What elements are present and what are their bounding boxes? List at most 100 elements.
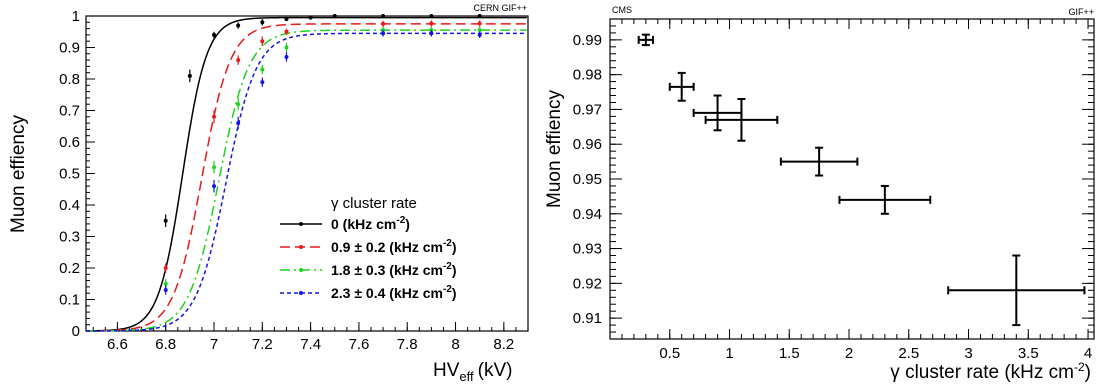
left-legend-entry-text: 0.9 ± 0.2 (kHz cm bbox=[331, 239, 443, 255]
left-y-tick-label: 0 bbox=[72, 323, 80, 340]
right-y-tick-label: 0.96 bbox=[573, 136, 602, 153]
right-y-tick-label: 0.93 bbox=[573, 241, 602, 258]
left-series-3-point bbox=[284, 54, 289, 59]
left-legend-entry-text: 1.8 ± 0.3 (kHz cm bbox=[331, 262, 443, 278]
left-y-tick-label: 0.3 bbox=[59, 229, 80, 246]
left-legend-entry-1: 0.9 ± 0.2 (kHz cm-2) bbox=[331, 238, 457, 255]
left-legend-entry-close: ) bbox=[405, 216, 410, 232]
left-y-tick-label: 0.1 bbox=[59, 292, 80, 309]
right-corner-left-label: CMS bbox=[612, 5, 632, 15]
left-series-1-point bbox=[381, 21, 386, 26]
left-series-0-point bbox=[284, 17, 289, 22]
left-series-0-point bbox=[163, 218, 168, 223]
left-y-tick-label: 1 bbox=[72, 8, 80, 25]
left-legend-entry-text: 2.3 ± 0.4 (kHz cm bbox=[331, 285, 443, 301]
left-x-tick-label: 8.2 bbox=[493, 336, 514, 353]
left-series-0-curve bbox=[85, 16, 527, 332]
left-x-label-sub: eff bbox=[459, 369, 474, 384]
right-x-tick-label: 1.5 bbox=[779, 345, 800, 362]
right-y-tick-label: 0.92 bbox=[573, 275, 602, 292]
right-x-tick-label: 2 bbox=[845, 345, 853, 362]
left-plot-frame bbox=[85, 15, 529, 332]
left-legend-entry-sup: -2 bbox=[443, 261, 452, 272]
left-series-0-point bbox=[187, 73, 192, 78]
left-series-1-point bbox=[477, 21, 482, 26]
left-series-3-curve bbox=[86, 32, 527, 332]
left-y-tick-label: 0.6 bbox=[59, 134, 80, 151]
right-x-tick-label: 2.5 bbox=[898, 345, 919, 362]
left-series-3-point bbox=[260, 80, 265, 85]
right-x-tick-label: 4 bbox=[1084, 345, 1092, 362]
left-y-tick-label: 0.5 bbox=[59, 166, 80, 183]
left-series-2-point bbox=[260, 67, 265, 72]
left-y-tick-label: 0.9 bbox=[59, 40, 80, 57]
left-series-1-point bbox=[429, 21, 434, 26]
left-legend-marker-1 bbox=[299, 245, 303, 249]
left-legend-entry-close: ) bbox=[452, 239, 457, 255]
left-series-2-curve bbox=[86, 29, 527, 332]
left-series-0-point bbox=[381, 14, 386, 18]
left-series-0-point bbox=[477, 14, 482, 18]
left-x-label-unit: (kV) bbox=[478, 360, 513, 381]
right-x-label-sup: -2 bbox=[1074, 360, 1085, 374]
left-series-1-point bbox=[236, 58, 241, 63]
left-legend-marker-2 bbox=[299, 268, 303, 272]
left-x-axis-label: HVeff (kV) bbox=[433, 360, 512, 384]
left-x-tick-label: 7.2 bbox=[252, 336, 273, 353]
left-series-2-point bbox=[284, 45, 289, 50]
left-series-0-point bbox=[332, 14, 337, 18]
right-x-label-main: γ cluster rate (kHz cm bbox=[890, 362, 1074, 383]
left-series-0-point bbox=[308, 15, 313, 20]
right-y-tick-label: 0.91 bbox=[573, 310, 602, 327]
left-y-tick-label: 0.8 bbox=[59, 71, 80, 88]
right-corner-right-label: GIF++ bbox=[1068, 7, 1094, 17]
left-corner-label: CERN GIF++ bbox=[473, 3, 527, 13]
left-y-tick-label: 0.2 bbox=[59, 260, 80, 277]
right-x-axis-label: γ cluster rate (kHz cm-2) bbox=[890, 360, 1091, 383]
left-series-1-point bbox=[260, 39, 265, 44]
left-series-1-point bbox=[284, 29, 289, 34]
left-series-2-point bbox=[236, 102, 241, 107]
right-x-tick-label: 3 bbox=[964, 345, 972, 362]
left-y-tick-label: 0.7 bbox=[59, 103, 80, 120]
left-series-0-point bbox=[429, 14, 434, 18]
right-y-tick-label: 0.97 bbox=[573, 101, 602, 118]
right-y-axis-label: Muon effiency bbox=[544, 90, 565, 208]
left-series-3-point bbox=[477, 32, 482, 37]
left-x-tick-label: 6.6 bbox=[107, 336, 128, 353]
left-x-label-main: HV bbox=[433, 360, 460, 381]
left-legend-entry-close: ) bbox=[452, 262, 457, 278]
left-legend-entry-sup: -2 bbox=[443, 238, 452, 249]
left-series-1-point bbox=[163, 266, 168, 270]
left-series-2-point bbox=[212, 165, 217, 170]
right-y-tick-label: 0.95 bbox=[573, 171, 602, 188]
left-x-tick-label: 7.8 bbox=[397, 336, 418, 353]
left-series-3-point bbox=[381, 31, 386, 36]
left-series-0-point bbox=[212, 32, 217, 37]
right-x-tick-label: 3.5 bbox=[1018, 345, 1039, 362]
left-legend-marker-3 bbox=[299, 291, 303, 295]
left-x-tick-label: 6.8 bbox=[155, 336, 176, 353]
left-legend-entry-sup: -2 bbox=[443, 284, 452, 295]
left-x-tick-label: 7 bbox=[210, 336, 218, 353]
left-legend-entry-text: 0 (kHz cm bbox=[331, 216, 396, 232]
left-series-3-point bbox=[236, 121, 241, 126]
left-y-axis-label: Muon effiency bbox=[8, 115, 29, 233]
right-x-tick-label: 0.5 bbox=[659, 345, 680, 362]
left-series-0-point bbox=[236, 23, 241, 28]
left-legend-marker-0 bbox=[299, 222, 303, 226]
left-series-1-curve bbox=[85, 23, 527, 332]
left-series-3-point bbox=[163, 288, 168, 293]
right-y-tick-label: 0.94 bbox=[573, 206, 602, 223]
left-chart: 6.6 6.8 7 7.2 7.4 7.6 7.8 8 8.2 0 0.1 0.2 0.3 0.4 0.5 0… bbox=[8, 3, 529, 384]
left-legend: γ cluster rate 0 (kHz cm-2)0.9 ± 0.2 (kH… bbox=[280, 195, 457, 301]
right-y-tick-label: 0.99 bbox=[573, 32, 602, 49]
left-series-2-point bbox=[163, 281, 168, 286]
right-chart: 0.5 1 1.5 2 2.5 3 3.5 4 0.91 0.92 0.93 0.94 0.95 0.96… bbox=[544, 5, 1095, 383]
left-legend-entry-sup: -2 bbox=[396, 215, 405, 226]
left-y-tick-label: 0.4 bbox=[59, 197, 80, 214]
left-x-tick-label: 7.6 bbox=[348, 336, 369, 353]
right-x-label-close: ) bbox=[1085, 362, 1091, 383]
left-legend-entry-3: 2.3 ± 0.4 (kHz cm-2) bbox=[331, 284, 457, 301]
